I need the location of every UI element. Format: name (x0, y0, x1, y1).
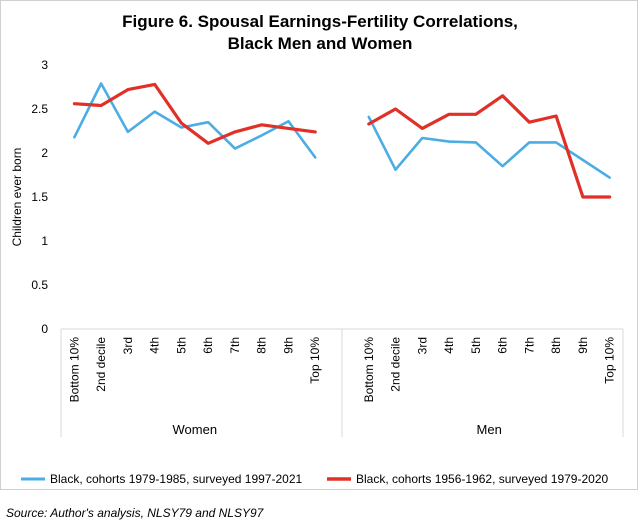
group-label-men: Men (477, 422, 502, 437)
legend-label-series-1: Black, cohorts 1979-1985, surveyed 1997-… (50, 472, 302, 486)
x-category-label: 4th (442, 337, 456, 354)
x-category-label: 8th (255, 337, 269, 354)
x-category-label: 7th (228, 337, 242, 354)
x-category-label: 5th (469, 337, 483, 354)
chart-canvas: 0 0.5 1 1.5 2 2.5 3 Children ever born Bottom 10… (10, 58, 624, 486)
x-category-label: 5th (174, 337, 188, 354)
chart-title-line-1: Figure 6. Spousal Earnings-Fertility Cor… (122, 12, 518, 31)
x-category-label: 3rd (415, 337, 429, 354)
x-category-label: 2nd decile (389, 337, 403, 392)
x-category-label: 9th (576, 337, 590, 354)
x-category-label: 6th (201, 337, 215, 354)
group-label-women: Women (173, 422, 218, 437)
series-line-women-2 (72, 82, 317, 145)
series-line-men-2 (367, 94, 612, 199)
x-category-label: 6th (496, 337, 510, 354)
x-category-label: 8th (549, 337, 563, 354)
y-tick-label: 2 (41, 146, 48, 160)
y-tick-label: 2.5 (31, 102, 48, 116)
y-tick-label: 3 (41, 58, 48, 72)
legend-label-series-2: Black, cohorts 1956-1962, surveyed 1979-… (356, 472, 608, 486)
chart-figure: Figure 6. Spousal Earnings-Fertility Cor… (0, 0, 638, 490)
y-axis-title: Children ever born (10, 148, 24, 247)
x-category-label: 4th (148, 337, 162, 354)
source-note: Source: Author's analysis, NLSY79 and NL… (6, 506, 264, 520)
x-category-label: 9th (281, 337, 295, 354)
chart-title-line-2: Black Men and Women (227, 34, 413, 53)
x-category-label: 2nd decile (94, 337, 108, 392)
x-category-label: Bottom 10% (67, 337, 81, 403)
y-tick-label: 0 (41, 322, 48, 336)
series-line-women-1 (73, 82, 317, 159)
y-tick-label: 1 (41, 234, 48, 248)
x-category-label: Bottom 10% (362, 337, 376, 403)
x-category-label: 7th (522, 337, 536, 354)
x-category-label: 3rd (121, 337, 135, 354)
x-category-label: Top 10% (603, 337, 617, 384)
y-tick-label: 1.5 (31, 190, 48, 204)
x-category-label: Top 10% (308, 337, 322, 384)
chart-title: Figure 6. Spousal Earnings-Fertility Cor… (1, 11, 639, 55)
y-tick-label: 0.5 (31, 278, 48, 292)
series-line-men-1 (367, 115, 611, 179)
